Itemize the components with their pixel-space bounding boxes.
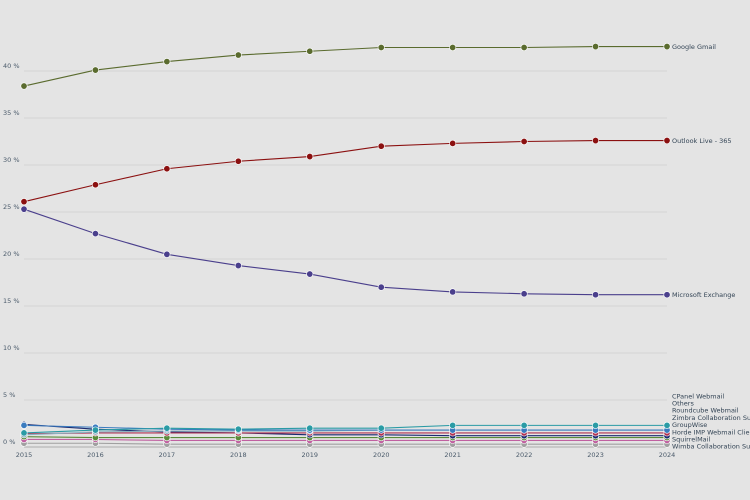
data-point [20, 421, 28, 429]
data-point [663, 43, 671, 51]
x-tick-label: 2015 [16, 451, 33, 459]
y-tick-label: 20 % [3, 250, 20, 258]
series-line [24, 442, 667, 445]
series-label-groupwise: GroupWise [672, 421, 707, 429]
data-point [163, 250, 171, 258]
data-point [377, 283, 385, 291]
series-line [24, 438, 667, 441]
data-point [306, 153, 314, 161]
y-tick-label: 30 % [3, 156, 20, 164]
data-point [20, 429, 28, 437]
data-point [520, 43, 528, 51]
data-point [449, 288, 457, 296]
x-tick-label: 2024 [659, 451, 676, 459]
data-point [520, 138, 528, 146]
x-tick-label: 2020 [373, 451, 390, 459]
series-line [23, 423, 667, 437]
data-point [663, 291, 671, 299]
data-point [663, 137, 671, 145]
data-point [234, 51, 242, 59]
series-microsoft-exchange [20, 205, 671, 299]
x-tick-label: 2023 [587, 451, 604, 459]
series-cpanel-webmail [20, 421, 671, 437]
data-point [91, 66, 99, 74]
data-point [449, 43, 457, 51]
x-tick-label: 2016 [87, 451, 104, 459]
y-tick-label: 10 % [3, 344, 20, 352]
data-point [306, 47, 314, 55]
series-line [23, 208, 667, 296]
series-label-microsoft-exchange: Microsoft Exchange [672, 291, 735, 299]
y-tick-label: 25 % [3, 203, 20, 211]
data-point [306, 270, 314, 278]
x-tick-label: 2017 [159, 451, 176, 459]
data-point [234, 157, 242, 165]
data-point [234, 425, 242, 433]
series-line [23, 424, 667, 431]
data-point [377, 142, 385, 150]
y-axis-ticks: 0 % 5 % 10 % 15 % 20 % 25 % 30 % 35 % 40 % [3, 62, 20, 446]
series-label-horde-imp-webmail-client: Horde IMP Webmail Client [672, 428, 750, 436]
series-label-zimbra-collaboration-suite: Zimbra Collaboration Suite [672, 414, 750, 422]
y-tick-label: 35 % [3, 109, 20, 117]
series-label-cpanel-webmail: CPanel Webmail [672, 392, 724, 400]
x-axis-ticks: 2015 2016 2017 2018 2019 2020 2021 2022 2023 2024 [16, 451, 676, 459]
series-label-squirrelmail: SquirrelMail [672, 436, 710, 444]
data-point [306, 424, 314, 432]
series-wimba-collaboration-suite [20, 439, 671, 448]
data-point [20, 82, 28, 90]
series-label-google-gmail: Google Gmail [672, 43, 716, 51]
series-label-others: Others [672, 400, 694, 408]
data-point [234, 262, 242, 270]
series-line [23, 46, 667, 87]
x-tick-label: 2019 [302, 451, 319, 459]
series-line [23, 424, 667, 434]
y-tick-label: 0 % [3, 438, 15, 446]
data-point [377, 43, 385, 51]
data-point [91, 426, 99, 434]
y-tick-label: 5 % [3, 391, 15, 399]
data-point [449, 139, 457, 147]
series-line [23, 436, 667, 439]
series-label-outlook-live-365: Outlook Live - 365 [672, 137, 732, 145]
series-label-roundcube-webmail: Roundcube Webmail [672, 407, 739, 415]
data-point [163, 424, 171, 432]
x-tick-label: 2021 [444, 451, 461, 459]
series-group [20, 43, 671, 448]
y-tick-label: 40 % [3, 62, 20, 70]
data-point [163, 165, 171, 173]
series-line [23, 432, 667, 435]
series-labels: Google Gmail Outlook Live - 365 Microsoft … [672, 43, 750, 451]
data-point [592, 291, 600, 299]
series-outlook-live-365 [20, 137, 671, 206]
grid [24, 70, 667, 448]
data-point [163, 58, 171, 66]
data-point [20, 205, 28, 213]
data-point [520, 290, 528, 298]
series-google-gmail [20, 43, 671, 90]
data-point [91, 230, 99, 238]
data-point [592, 421, 600, 429]
y-tick-label: 15 % [3, 297, 20, 305]
data-point [520, 421, 528, 429]
data-point [91, 181, 99, 189]
data-point [449, 421, 457, 429]
x-tick-label: 2022 [516, 451, 533, 459]
data-point [592, 137, 600, 145]
series-line [23, 140, 667, 203]
data-point [592, 43, 600, 51]
data-point [20, 198, 28, 206]
x-tick-label: 2018 [230, 451, 247, 459]
data-point [663, 421, 671, 429]
series-label-wimba-collaboration-suite: Wimba Collaboration Suite [672, 443, 750, 451]
data-point [377, 424, 385, 432]
